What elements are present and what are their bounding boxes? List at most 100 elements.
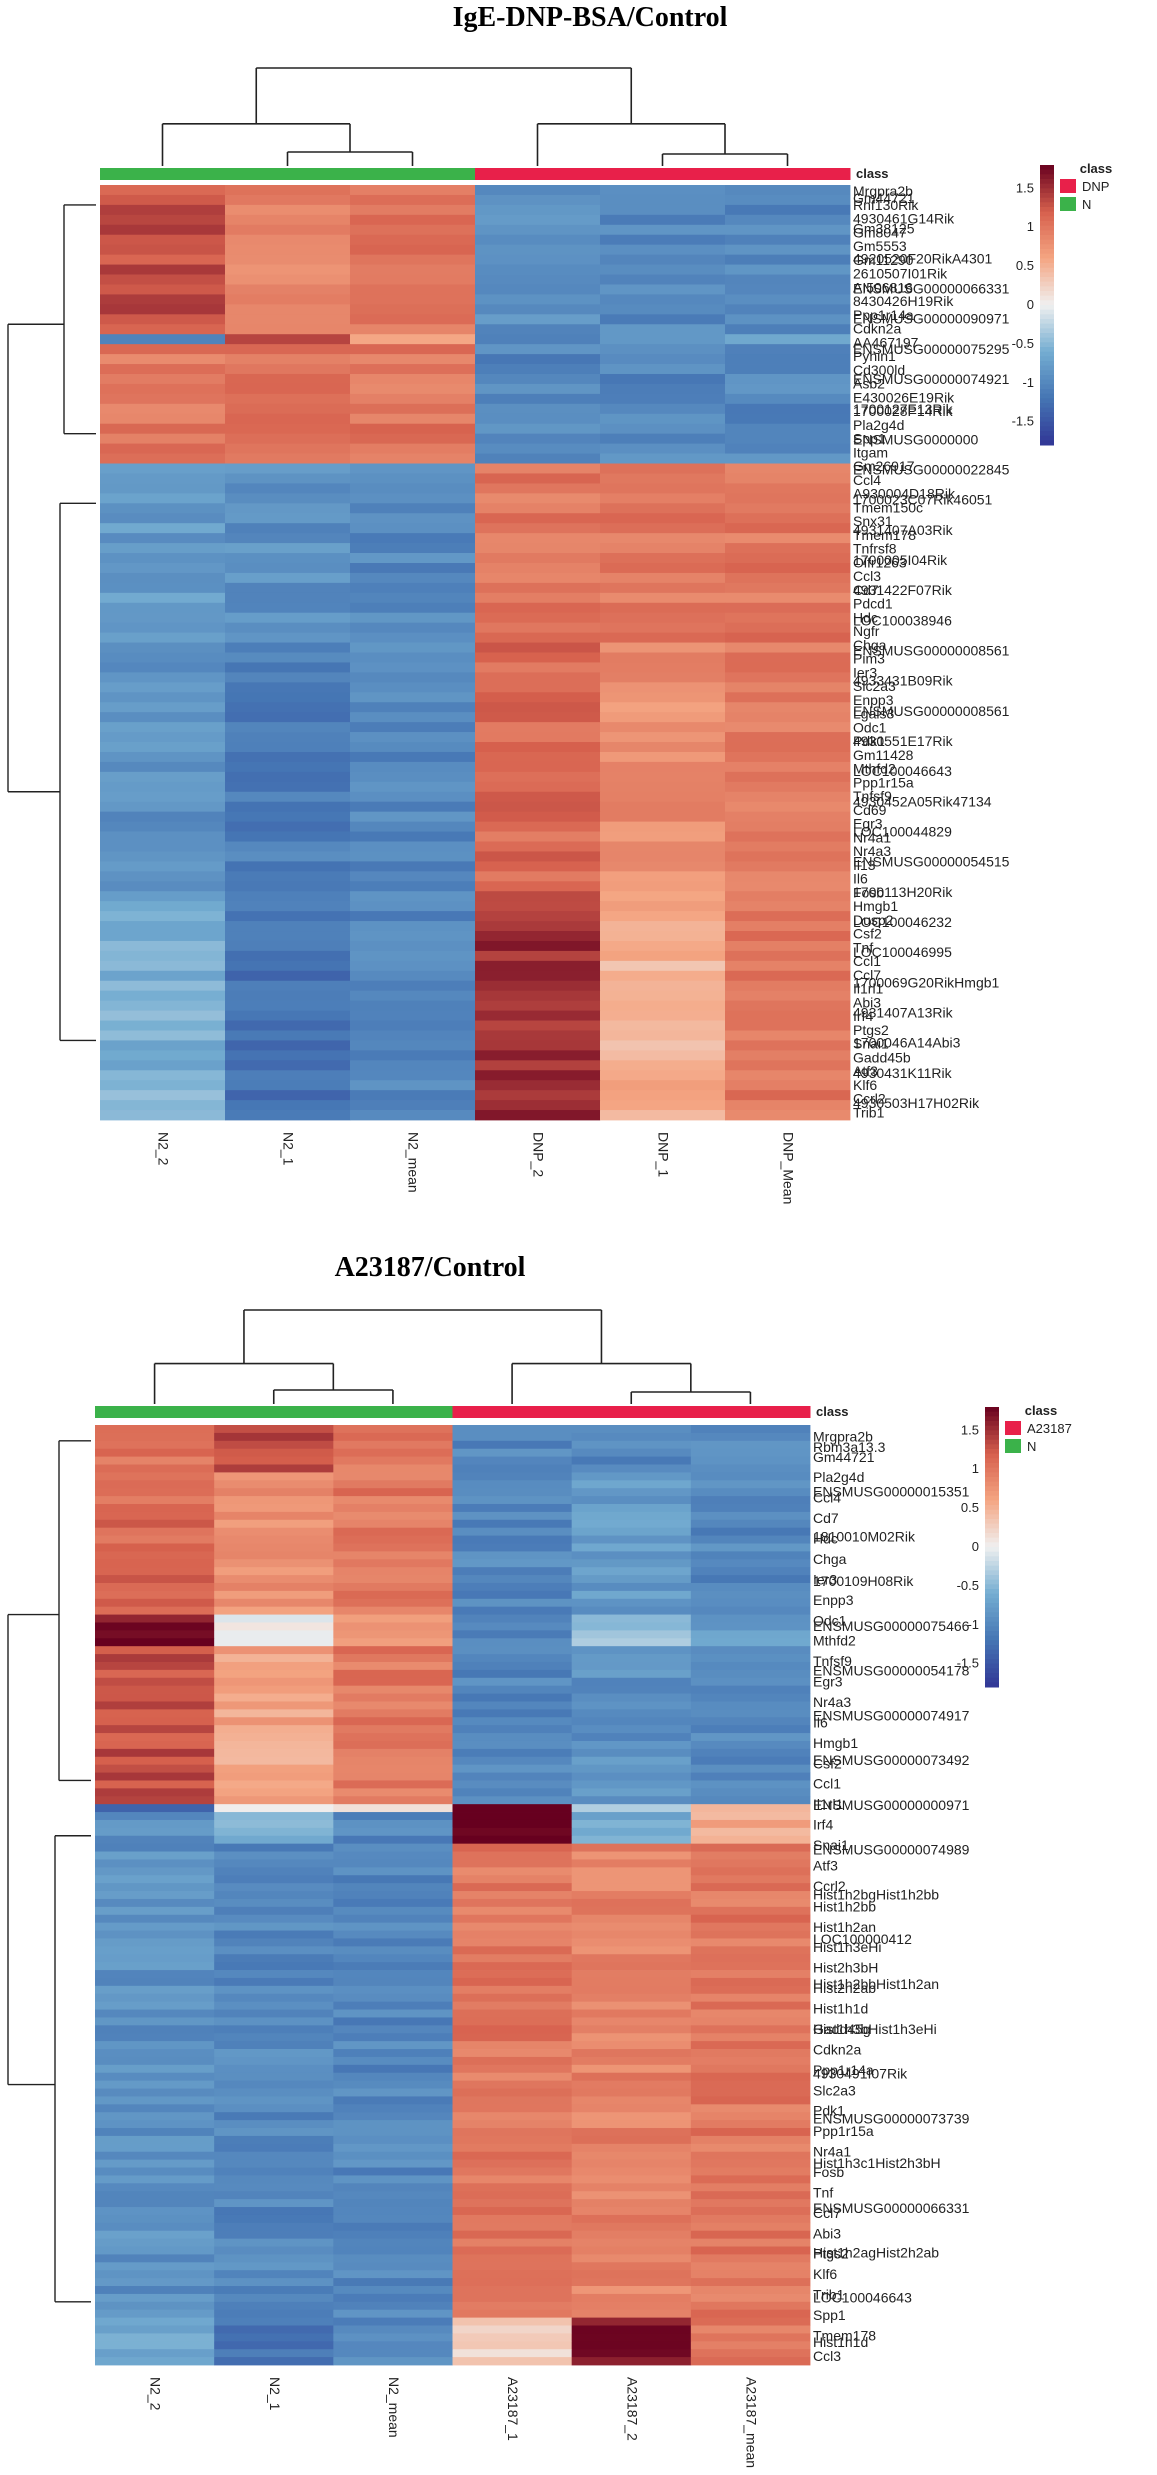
row-label: 1700113H20Rik	[853, 884, 953, 900]
heat-cell	[690, 2151, 811, 2161]
heat-cell	[690, 2270, 811, 2279]
heat-cell	[600, 334, 726, 345]
heat-cell	[452, 2270, 573, 2279]
legend-gradient-step	[985, 1682, 999, 1688]
heat-cell	[100, 1080, 226, 1091]
heat-cell	[95, 1977, 215, 1987]
heat-cell	[95, 1780, 215, 1789]
heat-cell	[475, 582, 601, 594]
heat-cell	[600, 612, 726, 624]
heat-cell	[600, 990, 726, 1002]
heat-cell	[600, 244, 726, 256]
heat-cell	[100, 1060, 226, 1071]
heat-cell	[100, 841, 226, 852]
heat-cell	[333, 2317, 453, 2326]
heat-cell	[225, 1090, 351, 1101]
heat-cell	[95, 1788, 215, 1797]
heat-cell	[452, 2041, 573, 2050]
heat-cell	[225, 712, 351, 723]
heat-cell	[225, 1050, 351, 1061]
heat-cell	[690, 1709, 811, 1718]
heat-cell	[225, 642, 351, 653]
heat-cell	[475, 1070, 601, 1081]
legend-gradient-step	[985, 1411, 999, 1417]
heat-cell	[725, 861, 851, 872]
heat-cell	[225, 562, 351, 574]
heat-cell	[600, 742, 726, 753]
heat-cell	[333, 1669, 453, 1679]
heat-cell	[333, 2104, 453, 2113]
legend-gradient-step	[985, 1598, 999, 1604]
heat-cell	[475, 1000, 601, 1011]
row-label: Hist1h2agHist2h2ab	[813, 2245, 939, 2261]
legend-gradient-step	[1040, 319, 1054, 325]
heat-cell	[452, 2349, 573, 2358]
heat-cell	[214, 1946, 334, 1955]
heat-cell	[475, 742, 601, 753]
column-dendrogram	[153, 1309, 752, 1404]
heat-cell	[475, 304, 601, 315]
heat-cell	[350, 244, 476, 256]
heat-cell	[95, 2104, 215, 2113]
heat-cell	[600, 851, 726, 862]
heat-cell	[690, 1883, 811, 1892]
heat-cell	[475, 254, 601, 265]
heat-cell	[95, 1701, 215, 1710]
heat-cell	[214, 1914, 334, 1924]
heat-cell	[100, 672, 226, 683]
heat-cell	[725, 204, 851, 216]
heat-cell	[95, 2088, 215, 2097]
heat-cell	[475, 761, 601, 773]
legend-entry-label: A23187	[1027, 1421, 1072, 1436]
heat-cell	[100, 1090, 226, 1101]
heat-cell	[452, 2214, 573, 2224]
heat-cell	[333, 1527, 453, 1536]
heat-cell	[214, 2286, 334, 2295]
heat-cell	[225, 443, 351, 454]
legend-gradient-step	[1040, 277, 1054, 283]
row-label: Ccl7	[853, 967, 881, 983]
heat-cell	[100, 194, 226, 206]
heat-cell	[475, 891, 601, 902]
heat-cell	[100, 612, 226, 624]
heat-cell	[100, 344, 226, 355]
class-bar-cell	[333, 1406, 453, 1418]
heat-cell	[475, 264, 601, 275]
heat-cell	[571, 1527, 692, 1536]
heat-cell	[100, 1040, 226, 1051]
row-label: Hist1h2an	[813, 1919, 876, 1935]
heat-cell	[452, 2286, 573, 2295]
heat-cell	[571, 1977, 692, 1987]
heat-cell	[225, 284, 351, 295]
heat-cell	[452, 1614, 573, 1623]
heat-cell	[475, 940, 601, 952]
heat-cell	[350, 662, 476, 673]
legend-gradient-step	[985, 1654, 999, 1660]
heat-cell	[95, 1812, 215, 1821]
heat-cell	[475, 393, 601, 405]
heat-cell	[571, 1646, 692, 1655]
heat-cell	[600, 592, 726, 604]
heat-cell	[95, 1598, 215, 1608]
heat-cell	[100, 572, 226, 584]
heat-cell	[452, 2080, 573, 2089]
heat-cell	[571, 1859, 692, 1868]
heat-cell	[95, 1985, 215, 1995]
heat-cell	[350, 861, 476, 872]
heat-cell	[225, 692, 351, 703]
legend-gradient-step	[1040, 165, 1054, 171]
heat-cell	[95, 1733, 215, 1742]
row-label: Csf2	[853, 926, 882, 942]
heat-cell	[95, 2199, 215, 2208]
heat-cell	[333, 1661, 453, 1671]
heat-cell	[452, 1859, 573, 1868]
heat-cell	[333, 1993, 453, 2003]
legend-tick-label: -0.5	[1012, 336, 1034, 351]
heat-cell	[571, 2214, 692, 2224]
heat-cell	[95, 1693, 215, 1702]
heat-cell	[600, 1020, 726, 1031]
heat-cell	[571, 2175, 692, 2184]
heat-cell	[725, 1100, 851, 1111]
heat-cell	[600, 960, 726, 972]
